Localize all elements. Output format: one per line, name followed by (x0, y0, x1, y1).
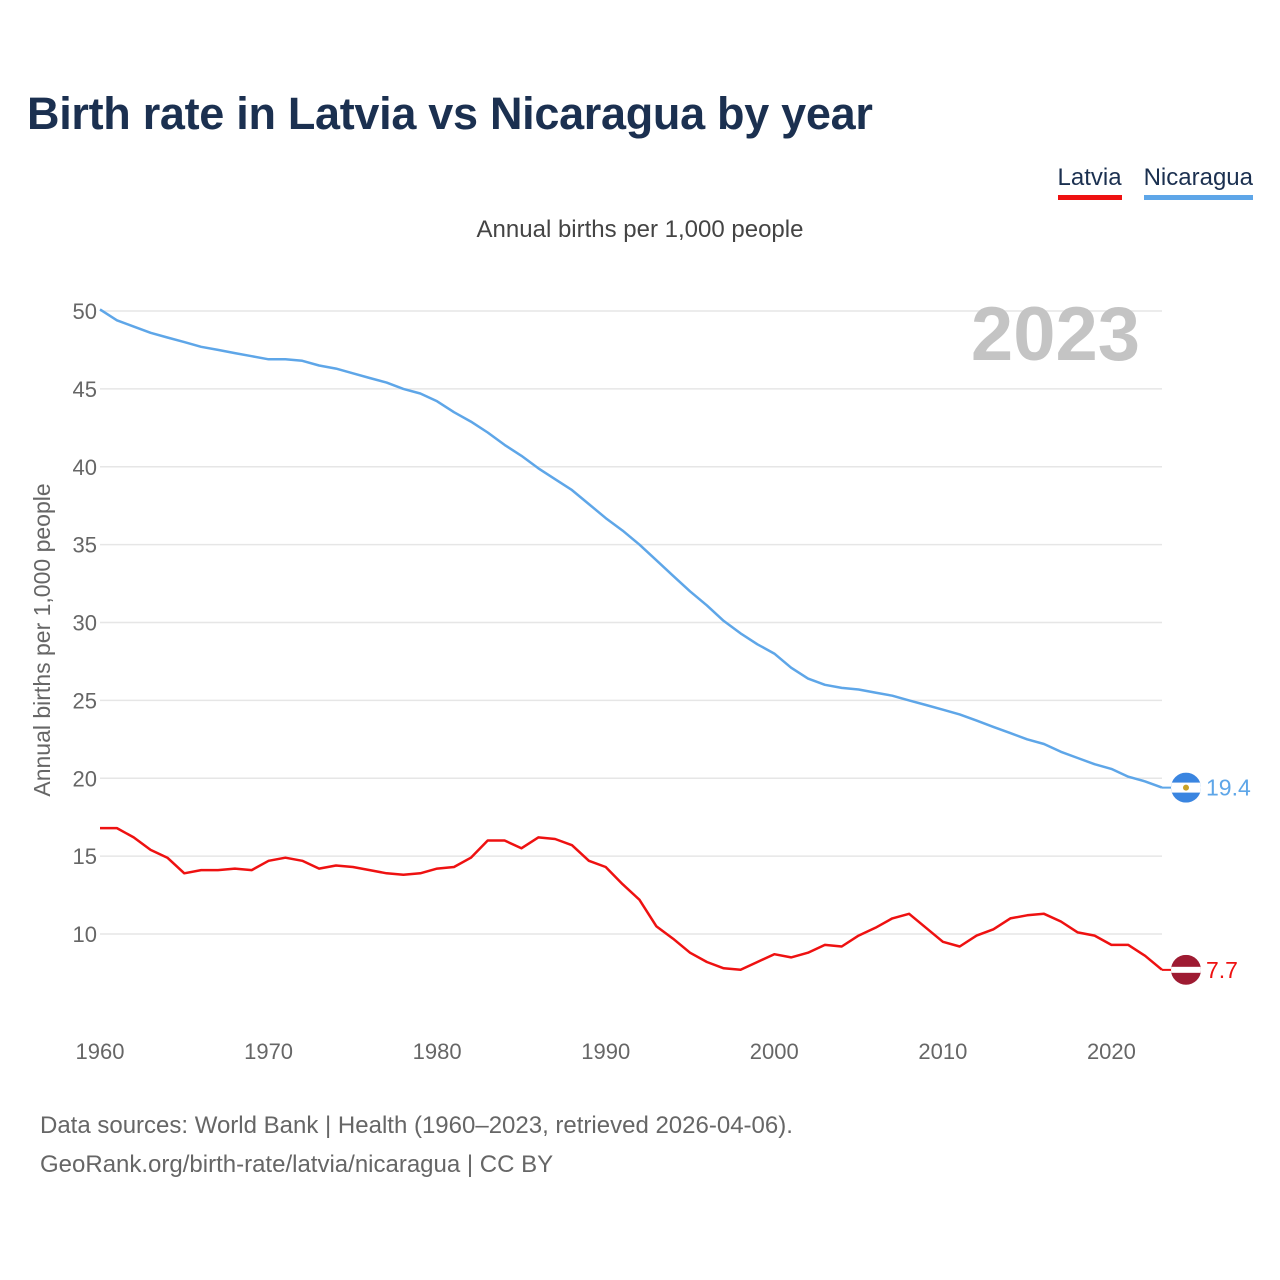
line-chart: 10 15 20 25 30 35 40 45 50 1960 1970 1980 1990 2000 2… (29, 292, 1251, 1064)
year-label: 2023 (971, 292, 1140, 377)
footer: Data sources: World Bank | Health (1960–… (40, 1106, 793, 1184)
x-tick-labels: 1960 1970 1980 1990 2000 2010 2020 (76, 1039, 1136, 1064)
x-tick-1980: 1980 (413, 1039, 462, 1064)
gridlines (100, 310, 1162, 935)
end-label-latvia: 7.7 (1206, 957, 1238, 983)
y-tick-50: 50 (73, 299, 97, 324)
chart-subtitle: Annual births per 1,000 people (476, 216, 804, 243)
x-tick-1990: 1990 (581, 1039, 630, 1064)
legend: Latvia Nicaragua (1057, 164, 1253, 200)
chart-title: Birth rate in Latvia vs Nicaragua by yea… (27, 88, 873, 139)
y-tick-25: 25 (73, 688, 97, 713)
y-tick-15: 15 (73, 844, 97, 869)
footer-attribution[interactable]: GeoRank.org/birth-rate/latvia/nicaragua … (40, 1151, 554, 1178)
end-markers: 19.4 7.7 (1162, 772, 1251, 985)
y-tick-35: 35 (73, 533, 97, 558)
footer-sources: Data sources: World Bank | Health (1960–… (40, 1112, 793, 1139)
flag-icon-latvia (1171, 954, 1201, 985)
y-tick-labels: 10 15 20 25 30 35 40 45 50 (73, 299, 97, 947)
y-axis-label: Annual births per 1,000 people (29, 483, 55, 796)
legend-item-nicaragua[interactable]: Nicaragua (1143, 164, 1253, 200)
series-line-nicaragua (99, 308, 1163, 789)
series-lines (99, 308, 1163, 972)
y-tick-45: 45 (73, 377, 97, 402)
x-tick-1970: 1970 (244, 1039, 293, 1064)
legend-item-latvia[interactable]: Latvia (1057, 164, 1122, 200)
y-tick-20: 20 (73, 766, 97, 791)
end-label-nicaragua: 19.4 (1206, 775, 1251, 801)
y-tick-30: 30 (73, 611, 97, 636)
x-tick-1960: 1960 (76, 1039, 125, 1064)
y-tick-10: 10 (73, 922, 97, 947)
x-tick-2000: 2000 (750, 1039, 799, 1064)
x-tick-2020: 2020 (1087, 1039, 1136, 1064)
y-tick-40: 40 (73, 455, 97, 480)
series-line-latvia (100, 826, 1163, 972)
x-tick-2010: 2010 (918, 1039, 967, 1064)
flag-icon-nicaragua (1171, 772, 1201, 803)
